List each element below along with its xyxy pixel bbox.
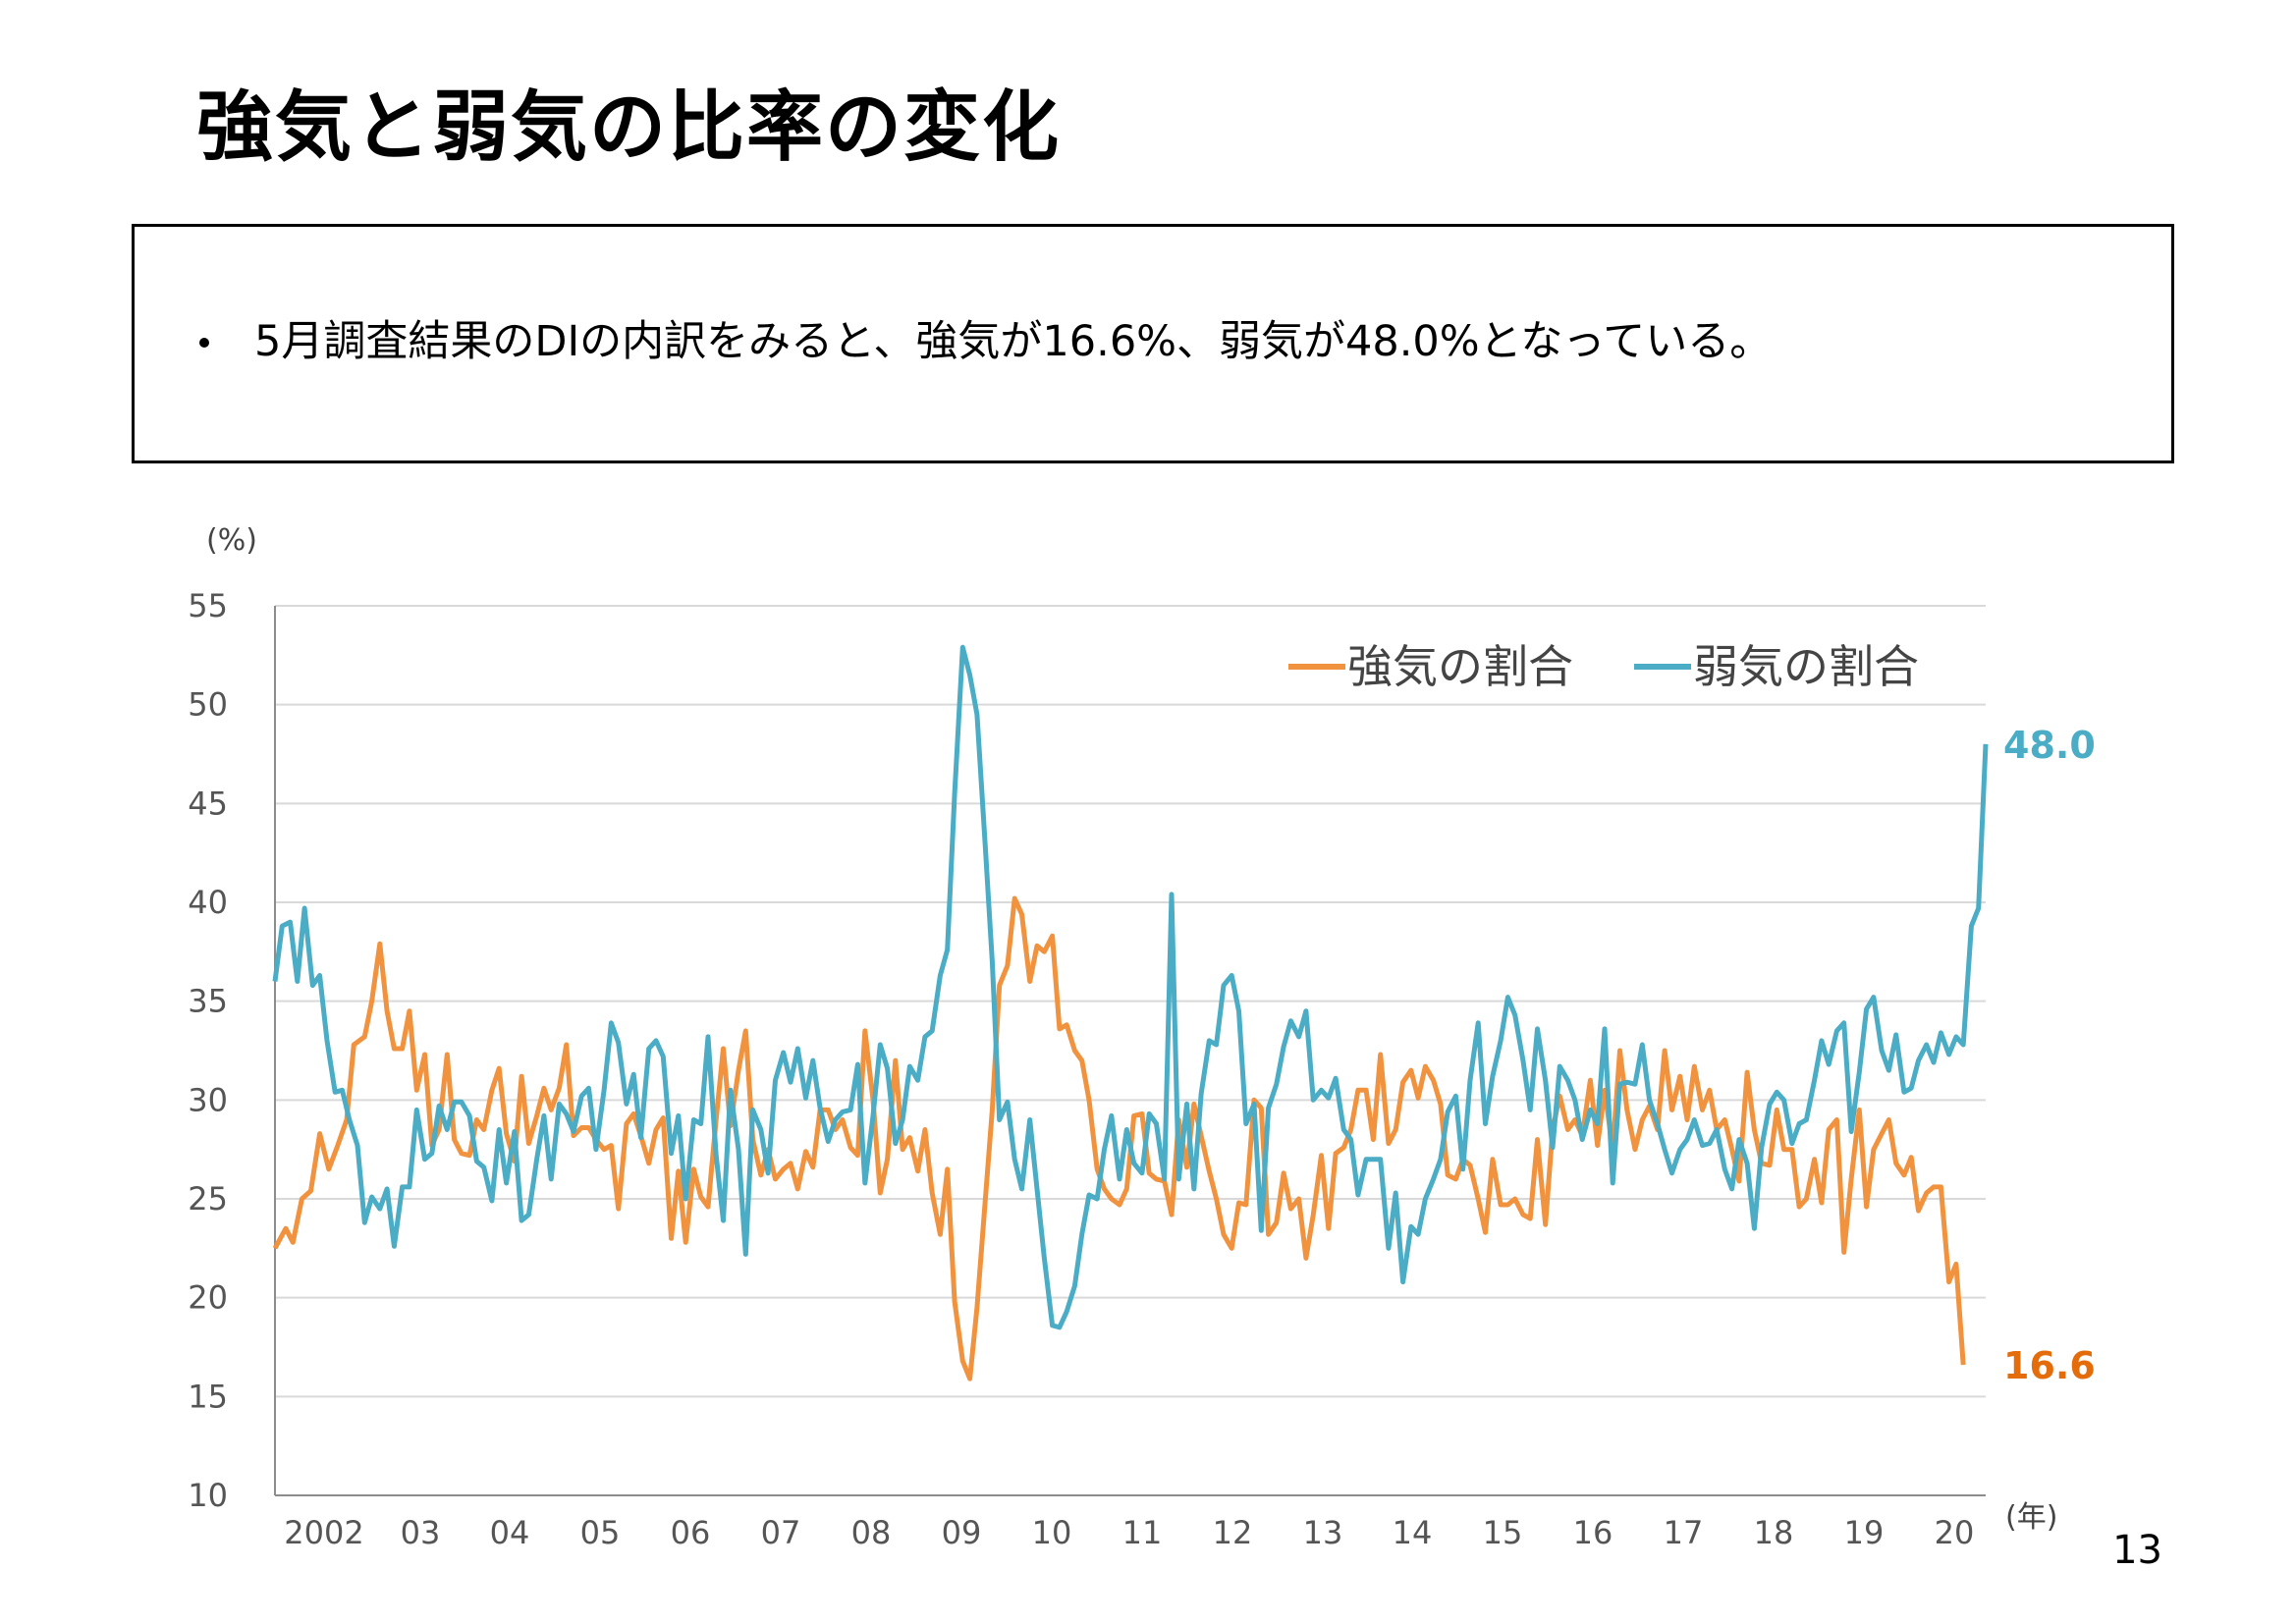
end-labels: 16.6 48.0 xyxy=(2003,724,2096,1387)
x-tick-label: 10 xyxy=(1032,1514,1072,1551)
y-tick-labels: 10 15 20 25 30 35 40 45 50 55 xyxy=(188,587,228,1514)
end-value-label: 16.6 xyxy=(2003,1344,2096,1387)
y-tick-label: 25 xyxy=(188,1180,228,1218)
x-tick-label: 17 xyxy=(1664,1514,1704,1551)
bullet-dot-icon xyxy=(199,337,209,348)
x-tick-label: 11 xyxy=(1122,1514,1163,1551)
legend-label: 弱気の割合 xyxy=(1693,640,1919,693)
x-tick-label: 07 xyxy=(761,1514,801,1551)
x-tick-label: 16 xyxy=(1573,1514,1613,1551)
x-tick-label: 12 xyxy=(1213,1514,1253,1551)
summary-text: 5月調査結果のDIの内訳をみると、強気が16.6%、弱気が48.0%となっている… xyxy=(254,317,1773,366)
y-tick-label: 55 xyxy=(188,587,228,624)
y-tick-label: 30 xyxy=(188,1081,228,1118)
summary-bullet: 5月調査結果のDIの内訳をみると、強気が16.6%、弱気が48.0%となっている… xyxy=(199,321,1772,363)
legend-label: 強気の割合 xyxy=(1347,640,1573,693)
y-tick-label: 10 xyxy=(188,1477,228,1514)
axes xyxy=(274,606,1986,1496)
x-axis-unit-label: (年) xyxy=(2005,1500,2057,1535)
series-lines xyxy=(272,644,1989,1381)
end-value-label: 48.0 xyxy=(2003,724,2096,767)
x-tick-label: 18 xyxy=(1754,1514,1794,1551)
x-tick-label: 20 xyxy=(1935,1514,1975,1551)
y-tick-label: 15 xyxy=(188,1378,228,1415)
x-tick-label: 14 xyxy=(1393,1514,1433,1551)
x-tick-label: 2002 xyxy=(284,1514,363,1551)
x-tick-label: 03 xyxy=(401,1514,441,1551)
y-tick-label: 50 xyxy=(188,686,228,724)
x-tick-label: 13 xyxy=(1303,1514,1343,1551)
x-tick-label: 09 xyxy=(942,1514,982,1551)
page-title: 強気と弱気の比率の変化 xyxy=(196,83,1062,172)
page-number: 13 xyxy=(2112,1528,2162,1573)
series-line-bearish xyxy=(272,644,1989,1330)
legend: 強気の割合 弱気の割合 xyxy=(1288,640,1919,693)
x-tick-label: 08 xyxy=(851,1514,892,1551)
summary-box: 5月調査結果のDIの内訳をみると、強気が16.6%、弱気が48.0%となっている… xyxy=(132,224,2174,463)
x-tick-label: 06 xyxy=(671,1514,711,1551)
series-line-bullish xyxy=(272,895,1966,1381)
x-tick-label: 19 xyxy=(1844,1514,1885,1551)
x-tick-label: 04 xyxy=(490,1514,530,1551)
y-tick-label: 45 xyxy=(188,785,228,822)
y-tick-label: 20 xyxy=(188,1279,228,1317)
y-tick-label: 40 xyxy=(188,884,228,921)
gridlines xyxy=(275,605,1986,1398)
x-tick-labels: 2002 03 04 05 06 07 08 09 10 11 12 13 14 15 16 17 18 19 20 xyxy=(284,1514,1974,1551)
x-tick-label: 15 xyxy=(1483,1514,1523,1551)
y-axis-unit-label: (%) xyxy=(206,523,257,558)
x-tick-label: 05 xyxy=(580,1514,621,1551)
y-tick-label: 35 xyxy=(188,983,228,1020)
